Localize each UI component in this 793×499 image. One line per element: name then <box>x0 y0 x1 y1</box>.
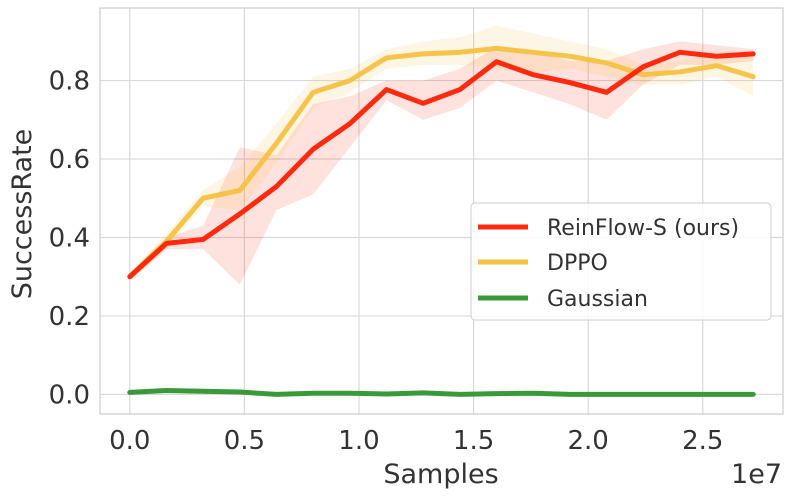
series-lines <box>127 45 756 397</box>
x-offset-label: 1e7 <box>731 459 782 490</box>
y-tick-label: 0.6 <box>49 145 90 175</box>
confidence-bands <box>129 25 754 285</box>
line-gaussian <box>127 387 756 397</box>
legend-label-gaussian: Gaussian <box>547 287 648 312</box>
band-reinflow <box>129 41 754 285</box>
x-tick-label: 0.5 <box>224 426 265 456</box>
x-tick-label: 2.0 <box>568 426 609 456</box>
x-tick-labels: 0.0 0.5 1.0 1.5 2.0 2.5 <box>109 426 723 456</box>
band-dppo <box>129 25 754 281</box>
y-tick-label: 0.2 <box>49 302 90 332</box>
x-axis-label: Samples <box>383 459 498 490</box>
line-reinflow <box>127 49 756 280</box>
line-dppo <box>127 45 756 280</box>
legend-label-dppo: DPPO <box>547 251 608 276</box>
y-axis-label: SuccessRate <box>7 129 38 300</box>
y-tick-labels: 0.0 0.2 0.4 0.6 0.8 <box>49 67 90 411</box>
y-tick-label: 0.8 <box>49 67 90 97</box>
legend: ReinFlow-S (ours) DPPO Gaussian <box>470 202 772 321</box>
x-tick-label: 0.0 <box>109 426 150 456</box>
legend-label-reinflow: ReinFlow-S (ours) <box>547 216 739 241</box>
plot-frame <box>99 7 784 415</box>
y-tick-label: 0.0 <box>49 380 90 410</box>
y-tick-label: 0.4 <box>49 223 90 253</box>
x-tick-label: 2.5 <box>682 426 723 456</box>
legend-box <box>470 202 772 321</box>
x-tick-label: 1.0 <box>338 426 379 456</box>
x-tick-label: 1.5 <box>453 426 494 456</box>
